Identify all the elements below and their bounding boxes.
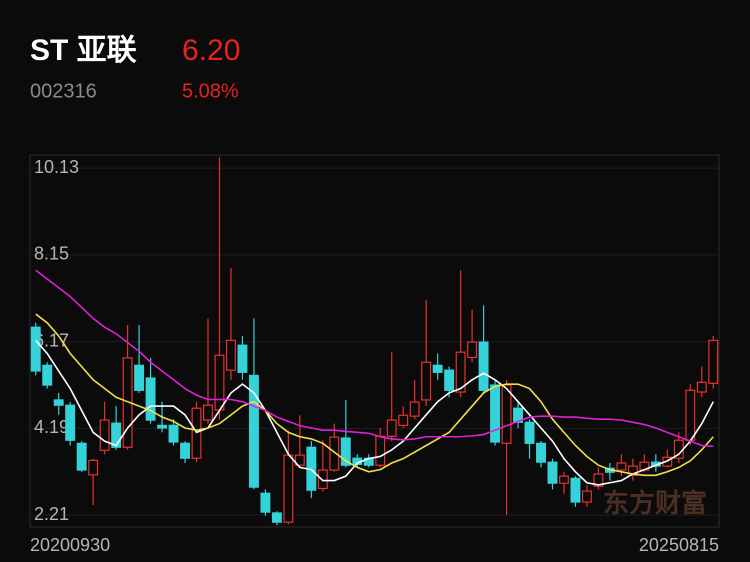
- candle-body: [581, 490, 592, 503]
- candle-body: [559, 475, 569, 484]
- candle-body: [30, 326, 41, 372]
- candle-body: [225, 339, 236, 371]
- candle-body: [99, 419, 110, 451]
- candle-body: [375, 435, 386, 466]
- candle-body: [111, 422, 122, 448]
- candle-body: [467, 341, 478, 359]
- candle-body: [409, 401, 420, 417]
- candle-body: [421, 361, 432, 401]
- y-tick-label: 10.13: [34, 157, 79, 177]
- candle-body: [88, 459, 99, 476]
- candle-body: [340, 437, 351, 466]
- candle-body: [180, 442, 190, 459]
- y-tick-label: 8.15: [34, 244, 69, 264]
- candle-body: [248, 374, 259, 488]
- candle-body: [708, 339, 719, 384]
- candle-body: [524, 421, 535, 444]
- candle-body: [490, 384, 501, 443]
- candle-body: [157, 424, 168, 429]
- y-tick-label: 2.21: [34, 504, 69, 524]
- candle-body: [593, 473, 604, 487]
- candle-body: [685, 389, 696, 441]
- candle-body: [294, 454, 305, 466]
- candle-body: [237, 344, 248, 373]
- y-tick-label: 6.17: [34, 330, 69, 350]
- candle-body: [616, 462, 627, 471]
- candle-body: [432, 364, 443, 373]
- candle-body: [386, 419, 397, 437]
- candle-body: [271, 512, 282, 523]
- candle-body: [53, 399, 64, 406]
- moving-average-line: [35, 313, 714, 477]
- candle-body: [696, 381, 707, 393]
- plot-frame: [29, 154, 720, 528]
- candle-body: [398, 414, 409, 426]
- stock-change: 5.08%: [182, 80, 239, 102]
- x-tick-label: 20250815: [639, 535, 719, 555]
- y-tick-label: 4.19: [34, 417, 69, 437]
- stock-name: ST 亚联: [30, 34, 137, 67]
- candle-body: [260, 492, 271, 513]
- watermark: 东方财富: [603, 488, 707, 518]
- moving-average-line: [35, 269, 714, 448]
- candle-body: [455, 351, 466, 393]
- candle-body: [42, 364, 53, 386]
- stock-price: 6.20: [182, 34, 240, 67]
- candle-body: [145, 377, 156, 421]
- candle-body: [570, 477, 581, 503]
- candle-body: [134, 364, 145, 391]
- candle-body: [191, 407, 202, 459]
- candle-body: [501, 384, 512, 444]
- candle-body: [65, 404, 76, 441]
- candle-body: [76, 442, 87, 471]
- stock-code: 002316: [30, 80, 97, 102]
- candle-body: [317, 469, 328, 490]
- moving-average-line: [35, 339, 714, 486]
- candle-body: [547, 461, 558, 484]
- x-tick-label: 20200930: [30, 535, 110, 555]
- candle-body: [536, 442, 546, 463]
- candle-body: [283, 454, 294, 523]
- candle-body: [513, 407, 524, 423]
- candle-body: [627, 465, 638, 476]
- candle-body: [168, 424, 179, 443]
- candle-body: [214, 354, 225, 411]
- candle-body: [444, 369, 455, 391]
- candle-body: [329, 436, 340, 471]
- candle-body: [203, 404, 213, 421]
- candle-body: [478, 341, 489, 391]
